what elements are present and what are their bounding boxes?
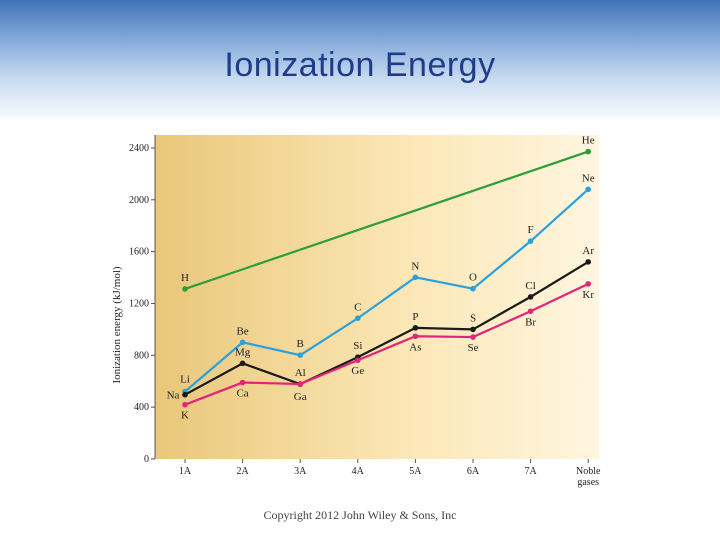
element-label: As xyxy=(409,341,421,353)
series-period-2: Li Be B C N O F Ne xyxy=(180,172,595,395)
data-point xyxy=(239,339,246,346)
data-point xyxy=(470,285,476,292)
y-tick-label: 2400 xyxy=(129,143,149,154)
data-point xyxy=(470,334,476,340)
series-line-period-2 xyxy=(184,188,589,393)
x-tick-label: 2A xyxy=(236,466,249,477)
y-tick-label: 1600 xyxy=(129,247,149,258)
element-label: Mg xyxy=(235,346,251,358)
data-point xyxy=(470,326,476,333)
x-tick-label: 4A xyxy=(352,466,365,477)
series-line-period-3 xyxy=(184,260,589,396)
element-label: Kr xyxy=(582,289,594,301)
element-label: Ga xyxy=(294,391,307,403)
x-tick-label: 7A xyxy=(524,466,537,477)
element-label: Ne xyxy=(582,172,595,184)
element-label: H xyxy=(181,272,189,284)
y-axis: 0 400 800 1200 1600 2000 2400 xyxy=(129,135,156,465)
element-label: Br xyxy=(525,316,536,328)
element-label: K xyxy=(181,410,189,422)
data-point xyxy=(412,325,419,331)
x-tick-label: Noble gases xyxy=(576,466,601,488)
data-point xyxy=(585,281,591,287)
element-label: Ge xyxy=(351,365,364,377)
element-label: He xyxy=(582,135,595,147)
series-line-period-1 xyxy=(184,150,589,291)
y-tick-label: 0 xyxy=(144,454,149,465)
data-point xyxy=(585,148,591,155)
x-tick-label: 3A xyxy=(294,466,307,477)
series-layer: H He Li Be B C N O F Ne Na Mg Al Si P S Cl Ar K Ca Ga Ge As Se B… xyxy=(167,135,595,422)
x-tick-label: 1A xyxy=(179,466,192,477)
data-point xyxy=(239,379,246,386)
copyright-note: Copyright 2012 John Wiley & Sons, Inc xyxy=(263,508,457,522)
element-label: Se xyxy=(468,342,479,354)
data-point xyxy=(527,308,534,315)
element-label: C xyxy=(354,301,361,313)
y-tick-label: 400 xyxy=(134,402,149,413)
element-label: Al xyxy=(295,367,306,379)
slide-title: Ionization Energy xyxy=(224,46,496,84)
data-point xyxy=(585,186,591,193)
element-label: O xyxy=(469,272,477,284)
data-point xyxy=(239,360,246,367)
data-point xyxy=(412,333,419,340)
data-point xyxy=(297,352,303,358)
data-point xyxy=(355,315,361,322)
data-point xyxy=(297,381,303,387)
element-label: Ca xyxy=(236,388,248,400)
y-tick-label: 2000 xyxy=(129,195,149,206)
element-label: Cl xyxy=(525,280,535,292)
element-label: N xyxy=(411,260,419,272)
element-label: S xyxy=(470,312,476,324)
data-point xyxy=(585,259,591,265)
element-label: Si xyxy=(353,340,362,352)
element-label: Li xyxy=(180,374,190,386)
plot-area xyxy=(155,135,599,459)
series-period-1: H He xyxy=(181,135,595,292)
x-tick-label: 5A xyxy=(409,466,422,477)
y-tick-label: 1200 xyxy=(129,298,149,309)
y-tick-label: 800 xyxy=(134,350,149,361)
data-point xyxy=(182,401,188,408)
data-point xyxy=(527,238,534,244)
data-point xyxy=(182,286,188,292)
x-tick-label: 6A xyxy=(467,466,480,477)
y-axis-title: Ionization energy (kJ/mol) xyxy=(111,266,123,383)
ionization-energy-chart: 0 400 800 1200 1600 2000 2400 1A 2A 3A 4A 5A 6A 7A No… xyxy=(111,135,601,488)
series-period-3: Na Mg Al Si P S Cl Ar xyxy=(167,245,595,402)
series-period-4: K Ca Ga Ge As Se Br Kr xyxy=(181,281,594,422)
element-label: Na xyxy=(167,390,180,402)
element-label: Ar xyxy=(582,245,594,257)
data-point xyxy=(527,294,534,300)
data-point xyxy=(412,274,419,281)
element-label: P xyxy=(412,311,418,323)
element-label: B xyxy=(297,338,304,350)
data-point xyxy=(355,357,361,364)
element-label: Be xyxy=(236,325,248,337)
header-band xyxy=(0,0,720,122)
x-axis: 1A 2A 3A 4A 5A 6A 7A Noble gases xyxy=(179,459,601,488)
element-label: F xyxy=(528,224,534,236)
data-point xyxy=(182,391,188,398)
series-line-period-4 xyxy=(184,282,589,406)
